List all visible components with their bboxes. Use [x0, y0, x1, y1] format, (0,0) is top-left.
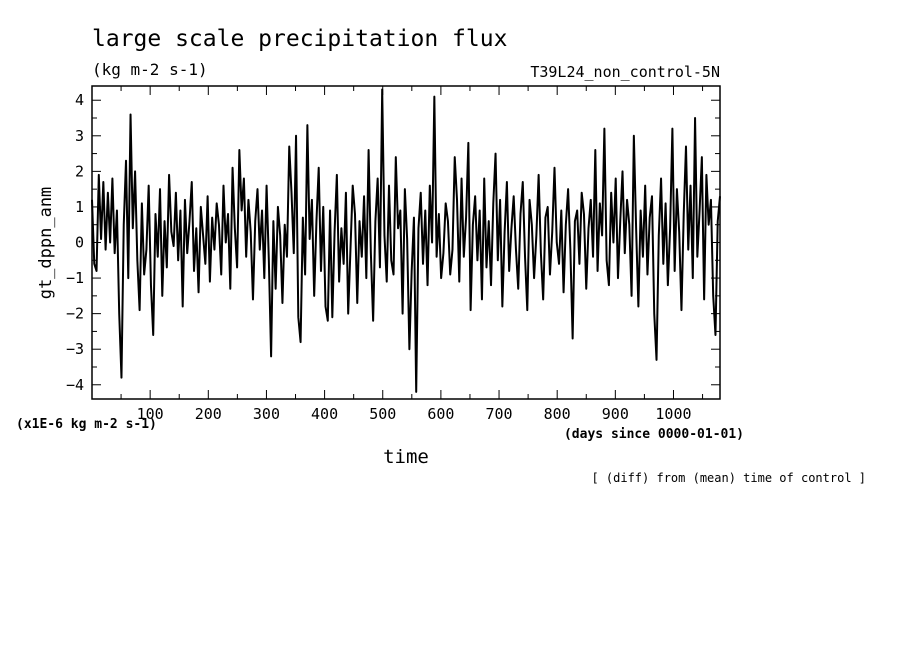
y-tick-label: −4: [66, 376, 84, 394]
experiment-label: T39L24_non_control-5N: [530, 63, 720, 81]
y-axis-label: gt_dppn_anm: [36, 187, 56, 300]
y-tick-label: −3: [66, 340, 84, 358]
x-tick-label: 300: [253, 405, 280, 423]
x-axis-label: time: [383, 446, 429, 468]
x-units-label: (days since 0000-01-01): [564, 427, 744, 442]
y-tick-label: 0: [75, 234, 84, 252]
series-line: [91, 88, 721, 393]
y-tick-label: 1: [75, 198, 84, 216]
x-tick-label: 500: [369, 405, 396, 423]
y-scale-note: (x1E-6 kg m-2 s-1): [16, 417, 157, 432]
x-tick-label: 800: [544, 405, 571, 423]
ticks-group: 100 200 300 400 500 600 700 800 900 1000 −4 −3 −2 −1 0…: [66, 86, 720, 423]
footnote: [ (diff) from (mean) time of control ]: [591, 471, 866, 485]
y-tick-label: 2: [75, 162, 84, 180]
x-tick-label: 100: [137, 405, 164, 423]
plot-frame: [91, 85, 721, 400]
y-tick-label: 3: [75, 127, 84, 145]
x-tick-label: 900: [602, 405, 629, 423]
y-tick-label: −1: [66, 269, 84, 287]
x-tick-label: 200: [195, 405, 222, 423]
y-tick-label: −2: [66, 305, 84, 323]
x-tick-label: 600: [427, 405, 454, 423]
chart-units: (kg m-2 s-1): [92, 60, 208, 79]
chart-title: large scale precipitation flux: [92, 26, 507, 52]
series-group: [91, 88, 721, 393]
x-tick-label: 700: [485, 405, 512, 423]
x-tick-label: 1000: [655, 405, 691, 423]
x-tick-label: 400: [311, 405, 338, 423]
y-tick-label: 4: [75, 91, 84, 109]
